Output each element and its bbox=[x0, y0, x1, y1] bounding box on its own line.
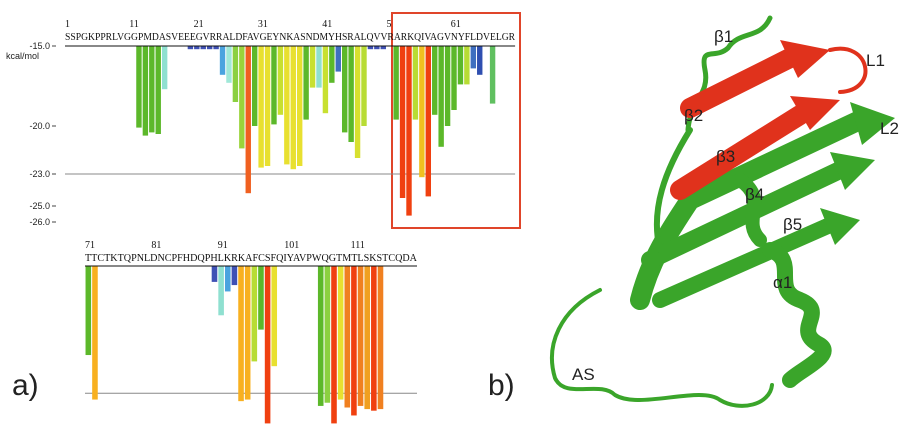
structure-label: β3 bbox=[716, 147, 735, 166]
y-tick-label: -15.0 bbox=[29, 41, 50, 51]
residue-number: 31 bbox=[258, 19, 268, 30]
residue-number: 5 bbox=[387, 19, 392, 30]
structure-label: β1 bbox=[714, 27, 733, 46]
bar bbox=[252, 46, 257, 126]
bar bbox=[143, 46, 148, 136]
residue-number: 41 bbox=[322, 19, 332, 30]
residue-number: 11 bbox=[129, 19, 139, 30]
bar bbox=[297, 46, 302, 166]
residue-number: 101 bbox=[284, 240, 299, 251]
bar bbox=[232, 266, 238, 285]
structure-label: AS bbox=[572, 365, 595, 384]
structure-label: L2 bbox=[880, 119, 899, 138]
bar bbox=[355, 46, 360, 158]
figure: a) b) kcal/mol SSPGKPPRLVGGPMDASVEEEGVRR… bbox=[0, 0, 906, 426]
residue-number: 81 bbox=[151, 240, 161, 251]
bar bbox=[338, 266, 344, 400]
bar bbox=[336, 46, 341, 72]
bar bbox=[233, 46, 238, 102]
bar bbox=[246, 46, 251, 193]
y-tick-label: -20.0 bbox=[29, 121, 50, 131]
bar bbox=[92, 266, 98, 400]
bar bbox=[239, 46, 244, 148]
bar bbox=[445, 46, 450, 126]
bar bbox=[458, 46, 463, 84]
bar bbox=[348, 46, 353, 142]
bar bbox=[278, 46, 283, 115]
bar bbox=[361, 46, 366, 126]
residue-number: 111 bbox=[351, 240, 365, 251]
structure-label: β4 bbox=[745, 185, 764, 204]
bar bbox=[218, 266, 224, 315]
structure-label: α1 bbox=[773, 273, 792, 292]
bar bbox=[310, 46, 315, 88]
residue-number: 71 bbox=[85, 240, 95, 251]
protein-cartoon bbox=[552, 18, 895, 406]
bar bbox=[432, 46, 437, 115]
bar bbox=[419, 46, 424, 177]
structure-label: β2 bbox=[684, 106, 703, 125]
bar bbox=[258, 46, 263, 168]
bar bbox=[245, 266, 251, 400]
bar bbox=[265, 46, 270, 166]
bar bbox=[291, 46, 296, 169]
bar bbox=[323, 46, 328, 113]
bar bbox=[438, 46, 443, 147]
bar bbox=[464, 46, 469, 84]
bar bbox=[331, 266, 337, 423]
bar bbox=[303, 46, 308, 120]
y-tick-label: -25.0 bbox=[29, 201, 50, 211]
bar bbox=[225, 266, 231, 291]
panel-label: b) bbox=[488, 369, 515, 402]
bar bbox=[393, 46, 398, 120]
bar bbox=[342, 46, 347, 132]
y-tick-label: -23.0 bbox=[29, 169, 50, 179]
bar bbox=[378, 266, 384, 409]
sequence: TTCTKTQPNLDNCPFHDQPHLKRKAFCSFQIYAVPWQGTM… bbox=[85, 253, 418, 264]
bar bbox=[471, 46, 476, 68]
bar bbox=[226, 46, 231, 83]
bar bbox=[252, 266, 258, 361]
bar bbox=[351, 266, 357, 415]
bar bbox=[265, 266, 271, 423]
bar bbox=[451, 46, 456, 110]
bar bbox=[400, 46, 405, 198]
bar bbox=[426, 46, 431, 196]
sequence: SSPGKPPRLVGGPMDASVEEEGVRRALDFAVGEYNKASND… bbox=[65, 32, 515, 43]
bar bbox=[325, 266, 331, 403]
bar bbox=[316, 46, 321, 88]
bar bbox=[329, 46, 334, 83]
bar bbox=[220, 46, 225, 75]
bar bbox=[490, 46, 495, 104]
residue-number: 21 bbox=[194, 19, 204, 30]
residue-number: 61 bbox=[451, 19, 461, 30]
unit-label: kcal/mol bbox=[6, 51, 39, 61]
bar bbox=[358, 266, 364, 406]
bar bbox=[86, 266, 92, 355]
residue-number: 1 bbox=[65, 19, 70, 30]
bar bbox=[477, 46, 482, 75]
bar bbox=[271, 266, 277, 366]
bar bbox=[406, 46, 411, 216]
bar bbox=[149, 46, 154, 132]
residue-number: 91 bbox=[218, 240, 228, 251]
bar bbox=[284, 46, 289, 164]
bar bbox=[318, 266, 324, 406]
bar bbox=[344, 266, 350, 408]
bar bbox=[258, 266, 264, 330]
bar bbox=[238, 266, 244, 401]
bar bbox=[413, 46, 418, 120]
bar bbox=[156, 46, 161, 134]
structure-label: L1 bbox=[866, 51, 885, 70]
bar bbox=[136, 46, 141, 128]
bar bbox=[371, 266, 377, 411]
bar bbox=[271, 46, 276, 124]
structure-label: β5 bbox=[783, 215, 802, 234]
bar bbox=[212, 266, 218, 282]
bar bbox=[162, 46, 167, 89]
panel-label: a) bbox=[12, 369, 39, 402]
bar bbox=[364, 266, 370, 409]
y-tick-label: -26.0 bbox=[29, 217, 50, 227]
